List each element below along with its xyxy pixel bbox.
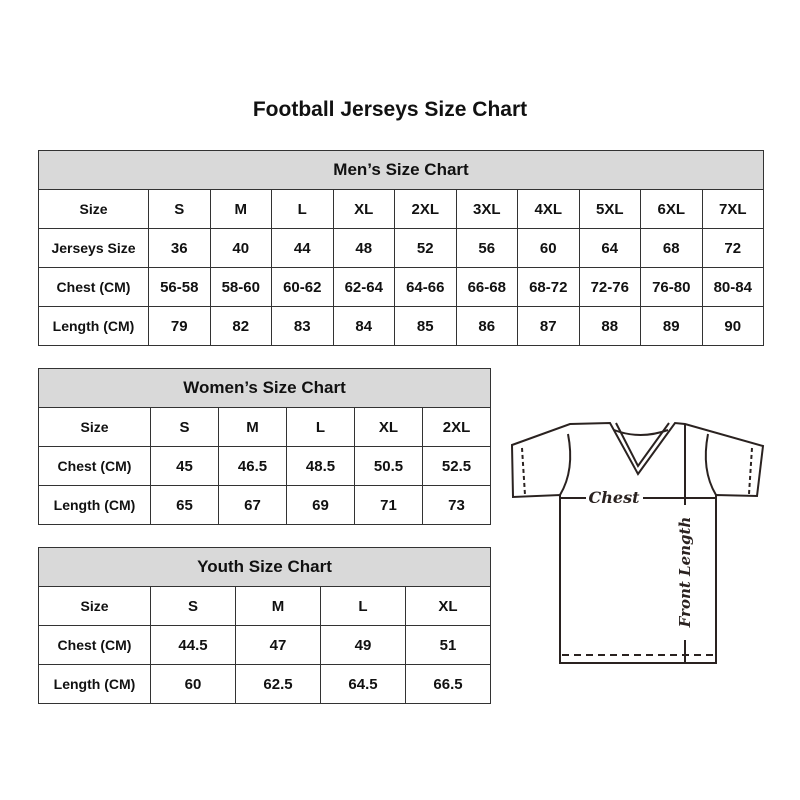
table-row: Length (CM) 60 62.5 64.5 66.5 (38, 664, 491, 704)
table-cell: 52 (394, 228, 457, 268)
shirt-outline-icon (510, 421, 765, 664)
table-cell: S (150, 586, 236, 626)
table-cell: 6XL (640, 189, 703, 229)
table-cell: 60 (150, 664, 236, 704)
youth-table-heading: Youth Size Chart (38, 547, 491, 587)
table-cell: 67 (218, 485, 287, 525)
table-cell: 90 (701, 306, 764, 346)
table-cell: 79 (148, 306, 211, 346)
table-cell: 83 (271, 306, 334, 346)
table-cell: 44.5 (150, 625, 236, 665)
table-cell: 50.5 (354, 446, 423, 486)
table-cell: 64.5 (320, 664, 406, 704)
table-cell: 2XL (422, 407, 491, 447)
table-cell: 88 (578, 306, 641, 346)
table-row: Jerseys Size 36 40 44 48 52 56 60 64 68 72 (38, 228, 764, 268)
table-cell: 45 (150, 446, 219, 486)
table-cell: 71 (354, 485, 423, 525)
table-cell: XL (405, 586, 491, 626)
row-label: Size (38, 189, 149, 229)
table-row: Size S M L XL (38, 586, 491, 626)
table-cell: 3XL (455, 189, 518, 229)
table-cell: 44 (271, 228, 334, 268)
row-label: Length (CM) (38, 485, 151, 525)
table-cell: 84 (332, 306, 395, 346)
mens-size-table: Men’s Size Chart Size S M L XL 2XL 3XL 4XL 5XL 6XL… (38, 150, 764, 346)
table-cell: 72-76 (578, 267, 641, 307)
row-label: Size (38, 586, 151, 626)
table-cell: 4XL (517, 189, 580, 229)
table-cell: 62-64 (332, 267, 395, 307)
row-label: Size (38, 407, 151, 447)
youth-size-table: Youth Size Chart Size S M L XL Chest (CM) 44.5 4… (38, 547, 491, 704)
table-cell: L (271, 189, 334, 229)
table-cell: 46.5 (218, 446, 287, 486)
table-row: Length (CM) 65 67 69 71 73 (38, 485, 491, 525)
table-row: Size S M L XL 2XL 3XL 4XL 5XL 6XL 7XL (38, 189, 764, 229)
table-cell: 72 (701, 228, 764, 268)
table-cell: 87 (517, 306, 580, 346)
womens-size-table: Women’s Size Chart Size S M L XL 2XL Chest (CM)… (38, 368, 491, 525)
table-cell: 60-62 (271, 267, 334, 307)
row-label: Chest (CM) (38, 267, 149, 307)
table-cell: 48.5 (286, 446, 355, 486)
table-cell: 68 (640, 228, 703, 268)
chest-label: Chest (589, 488, 641, 507)
table-cell: 76-80 (640, 267, 703, 307)
table-cell: XL (354, 407, 423, 447)
table-cell: 52.5 (422, 446, 491, 486)
table-cell: 5XL (578, 189, 641, 229)
row-label: Chest (CM) (38, 446, 151, 486)
table-cell: 85 (394, 306, 457, 346)
table-cell: S (150, 407, 219, 447)
table-cell: 73 (422, 485, 491, 525)
table-cell: 62.5 (235, 664, 321, 704)
table-cell: 80-84 (701, 267, 764, 307)
row-label: Length (CM) (38, 306, 149, 346)
table-cell: 89 (640, 306, 703, 346)
table-cell: 7XL (701, 189, 764, 229)
women-table-heading: Women’s Size Chart (38, 368, 491, 408)
men-table-heading: Men’s Size Chart (38, 150, 764, 190)
table-row: Chest (CM) 56-58 58-60 60-62 62-64 64-66 66-68… (38, 267, 764, 307)
table-cell: 56 (455, 228, 518, 268)
table-cell: 36 (148, 228, 211, 268)
jersey-diagram: Chest Front Length (510, 421, 765, 664)
table-cell: 86 (455, 306, 518, 346)
table-cell: 69 (286, 485, 355, 525)
table-cell: 64 (578, 228, 641, 268)
table-cell: S (148, 189, 211, 229)
table-cell: 65 (150, 485, 219, 525)
table-cell: XL (332, 189, 395, 229)
table-cell: M (209, 189, 272, 229)
table-cell: L (320, 586, 406, 626)
table-cell: 51 (405, 625, 491, 665)
table-cell: 66-68 (455, 267, 518, 307)
table-cell: 66.5 (405, 664, 491, 704)
front-length-label: Front Length (676, 517, 694, 629)
table-cell: 64-66 (394, 267, 457, 307)
table-cell: M (235, 586, 321, 626)
table-cell: 56-58 (148, 267, 211, 307)
table-row: Chest (CM) 45 46.5 48.5 50.5 52.5 (38, 446, 491, 486)
table-cell: 48 (332, 228, 395, 268)
table-cell: M (218, 407, 287, 447)
table-row: Chest (CM) 44.5 47 49 51 (38, 625, 491, 665)
table-cell: 47 (235, 625, 321, 665)
table-cell: 2XL (394, 189, 457, 229)
table-row: Length (CM) 79 82 83 84 85 86 87 88 89 90 (38, 306, 764, 346)
row-label: Jerseys Size (38, 228, 149, 268)
table-cell: 68-72 (517, 267, 580, 307)
page-title: Football Jerseys Size Chart (252, 98, 528, 121)
table-cell: 49 (320, 625, 406, 665)
table-cell: 60 (517, 228, 580, 268)
row-label: Chest (CM) (38, 625, 151, 665)
table-cell: 58-60 (209, 267, 272, 307)
table-cell: 40 (209, 228, 272, 268)
row-label: Length (CM) (38, 664, 151, 704)
table-cell: L (286, 407, 355, 447)
table-row: Size S M L XL 2XL (38, 407, 491, 447)
table-cell: 82 (209, 306, 272, 346)
